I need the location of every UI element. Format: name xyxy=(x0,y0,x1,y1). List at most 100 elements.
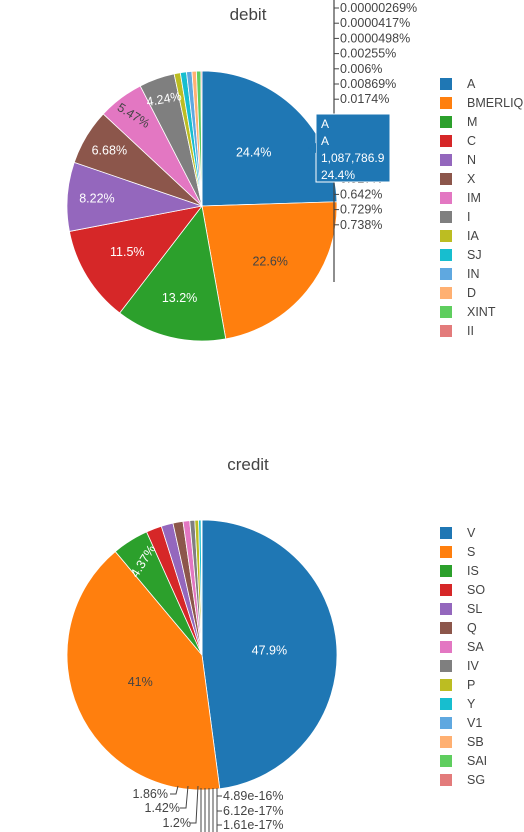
inside-label-i: 4.24% xyxy=(145,89,182,109)
legend-label: BMERLIQ xyxy=(467,96,524,110)
outside-label: 4.89e-16% xyxy=(223,789,283,803)
legend-swatch xyxy=(440,527,452,539)
inside-label-a: 24.4% xyxy=(236,146,271,160)
legend-item-is[interactable]: IS xyxy=(440,564,479,578)
legend-swatch xyxy=(440,717,452,729)
tooltip-percent: 24.4% xyxy=(321,168,355,182)
inside-label-v: 47.9% xyxy=(252,644,287,658)
legend-item-ii[interactable]: II xyxy=(440,324,474,338)
legend-item-x[interactable]: X xyxy=(440,172,476,186)
legend-item-iv[interactable]: IV xyxy=(440,659,479,673)
legend-item-xint[interactable]: XINT xyxy=(440,305,496,319)
legend-item-sl[interactable]: SL xyxy=(440,602,482,616)
outside-label: 0.729% xyxy=(340,203,382,217)
slice-c[interactable] xyxy=(68,205,203,314)
slice-m[interactable] xyxy=(119,205,227,342)
legend-item-sj[interactable]: SJ xyxy=(440,248,482,262)
legend-label: X xyxy=(467,172,476,186)
legend-item-a[interactable]: A xyxy=(440,77,476,91)
legend-swatch xyxy=(440,584,452,596)
legend-item-sg[interactable]: SG xyxy=(440,773,485,787)
legend-label: II xyxy=(467,324,474,338)
legend-swatch xyxy=(440,211,452,223)
outside-label: 0.0174% xyxy=(340,92,389,106)
legend-swatch xyxy=(440,603,452,615)
legend-item-p[interactable]: P xyxy=(440,678,475,692)
legend-swatch xyxy=(440,230,452,242)
legend-label: Y xyxy=(467,697,476,711)
debit-title: debit xyxy=(230,5,267,24)
slice-ii[interactable] xyxy=(200,70,203,207)
legend-item-in[interactable]: IN xyxy=(440,267,480,281)
legend-label: SB xyxy=(467,735,484,749)
legend-item-m[interactable]: M xyxy=(440,115,477,129)
legend-label: C xyxy=(467,134,476,148)
slice-v[interactable] xyxy=(201,519,338,790)
credit-outside-labels: 1.86%1.42%1.2% 4.89e-16%6.12e-17%1.61e-17… xyxy=(133,785,283,832)
outside-label: 1.42% xyxy=(145,801,180,815)
outside-label: 0.738% xyxy=(340,218,382,232)
legend-label: SG xyxy=(467,773,485,787)
legend-label: Q xyxy=(467,621,477,635)
legend-swatch xyxy=(440,546,452,558)
slice-s[interactable] xyxy=(66,550,221,791)
legend-item-d[interactable]: D xyxy=(440,286,476,300)
outside-label: 1.61e-17% xyxy=(223,818,283,832)
tooltip-pointer xyxy=(308,143,316,153)
legend-label: SA xyxy=(467,640,484,654)
legend-item-c[interactable]: C xyxy=(440,134,476,148)
legend-item-so[interactable]: SO xyxy=(440,583,485,597)
tooltip-label: A xyxy=(321,134,329,148)
legend-label: IM xyxy=(467,191,481,205)
slice-bmerliq[interactable] xyxy=(201,201,338,340)
legend-swatch xyxy=(440,622,452,634)
leader-line xyxy=(190,785,199,824)
legend-item-s[interactable]: S xyxy=(440,545,475,559)
legend-label: IV xyxy=(467,659,479,673)
inside-label-x: 6.68% xyxy=(92,144,127,158)
legend-item-q[interactable]: Q xyxy=(440,621,477,635)
outside-label: 0.00869% xyxy=(340,77,396,91)
legend-swatch xyxy=(440,135,452,147)
outside-label: 0.00000269% xyxy=(340,1,417,15)
legend-label: V1 xyxy=(467,716,482,730)
legend-swatch xyxy=(440,736,452,748)
credit-pie[interactable] xyxy=(66,519,338,791)
legend-item-n[interactable]: N xyxy=(440,153,476,167)
legend-swatch xyxy=(440,97,452,109)
legend-label: P xyxy=(467,678,475,692)
outside-label: 1.86% xyxy=(133,787,168,801)
legend-item-i[interactable]: I xyxy=(440,210,470,224)
outside-label: 0.006% xyxy=(340,62,382,76)
legend-item-sa[interactable]: SA xyxy=(440,640,484,654)
outside-label: 0.00255% xyxy=(340,47,396,61)
legend-label: M xyxy=(467,115,477,129)
legend-swatch xyxy=(440,287,452,299)
legend-swatch xyxy=(440,154,452,166)
credit-legend[interactable]: VS IS SO SL Q SA IV PY V1 SB SAI SG xyxy=(440,526,487,787)
legend-item-im[interactable]: IM xyxy=(440,191,481,205)
legend-label: D xyxy=(467,286,476,300)
leader-line xyxy=(180,785,189,809)
legend-label: IA xyxy=(467,229,479,243)
legend-item-y[interactable]: Y xyxy=(440,697,476,711)
outside-label: 0.0000498% xyxy=(340,31,410,45)
legend-label: I xyxy=(467,210,470,224)
tooltip-box xyxy=(315,113,391,183)
legend-swatch xyxy=(440,249,452,261)
legend-item-v1[interactable]: V1 xyxy=(440,716,482,730)
inside-label-c: 11.5% xyxy=(110,245,145,259)
debit-tooltip: A A 1,087,786.9 24.4% xyxy=(308,113,391,183)
legend-item-sb[interactable]: SB xyxy=(440,735,484,749)
legend-swatch xyxy=(440,173,452,185)
credit-title: credit xyxy=(227,455,269,474)
legend-item-bmerliq[interactable]: BMERLIQ xyxy=(440,96,524,110)
legend-swatch xyxy=(440,268,452,280)
legend-item-v[interactable]: V xyxy=(440,526,476,540)
debit-pie[interactable] xyxy=(66,70,338,342)
legend-label: SL xyxy=(467,602,482,616)
inside-label-bmerliq: 22.6% xyxy=(252,254,287,268)
legend-item-ia[interactable]: IA xyxy=(440,229,479,243)
legend-item-sai[interactable]: SAI xyxy=(440,754,487,768)
